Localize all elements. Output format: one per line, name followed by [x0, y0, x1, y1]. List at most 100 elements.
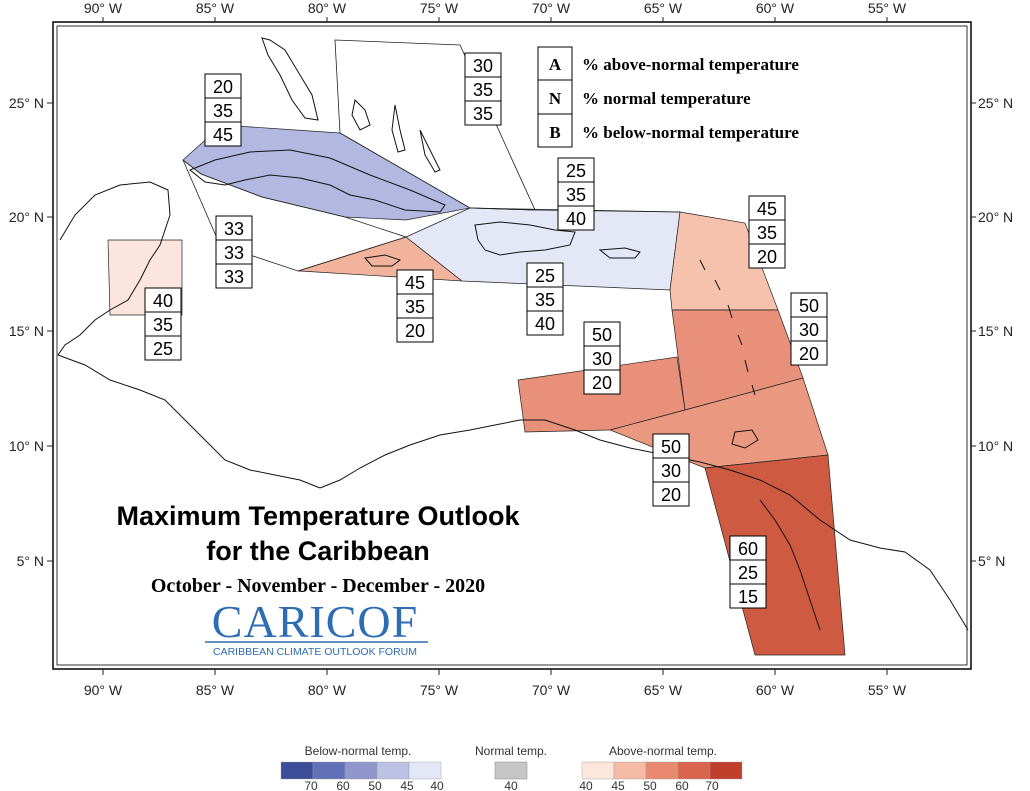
coast-south-america — [319, 419, 969, 631]
prob-box-frame — [748, 195, 786, 269]
prob-box-trinidad: 50 30 20 — [652, 433, 690, 507]
prob-normal: 30 — [592, 349, 612, 369]
prob-above: 45 — [405, 273, 425, 293]
prob-above: 40 — [153, 291, 173, 311]
prob-above: 33 — [224, 219, 244, 239]
legend-below-swatch — [376, 761, 410, 780]
prob-below: 40 — [566, 209, 586, 229]
prob-box-frame — [583, 321, 621, 395]
prob-below: 15 — [738, 587, 758, 607]
lon-label: 75° W — [420, 682, 459, 698]
coast-bahamas-2 — [391, 104, 406, 153]
prob-box-frame — [204, 73, 242, 147]
legend-above-tick: 50 — [643, 779, 657, 791]
legend-normal-title: Normal temp. — [475, 744, 547, 758]
prob-box-frame — [557, 157, 595, 231]
lat-label: 25° N — [9, 95, 44, 111]
prob-box-abc: 50 30 20 — [583, 321, 621, 395]
prob-above: 60 — [738, 539, 758, 559]
legend-below-tick: 60 — [336, 779, 350, 791]
prob-normal: 35 — [213, 101, 233, 121]
prob-normal: 30 — [799, 320, 819, 340]
key-letter-a: A — [549, 55, 562, 74]
prob-normal: 35 — [535, 290, 555, 310]
prob-below: 20 — [405, 321, 425, 341]
legend-above-swatches — [581, 761, 743, 780]
prob-above: 25 — [566, 161, 586, 181]
prob-normal: 35 — [757, 223, 777, 243]
key-text-b: % below-normal temperature — [582, 123, 799, 142]
prob-box-guianas: 60 25 15 — [729, 535, 767, 609]
prob-normal: 25 — [738, 563, 758, 583]
coast-puertorico — [598, 247, 641, 259]
legend-above-title: Above-normal temp. — [609, 744, 717, 758]
key-text-a: % above-normal temperature — [582, 55, 799, 74]
map-inner-frame — [56, 25, 968, 666]
legend-below-tick: 45 — [400, 779, 414, 791]
prob-normal: 35 — [153, 315, 173, 335]
lon-label: 75° W — [420, 0, 459, 16]
coast-lesser-antilles — [699, 259, 756, 396]
coast-cuba — [189, 149, 446, 213]
prob-box-frame — [790, 292, 828, 366]
title-line-1: Maximum Temperature Outlook — [116, 501, 520, 531]
prob-box-turks-caicos: 25 35 40 — [557, 157, 595, 231]
prob-normal: 35 — [566, 185, 586, 205]
key-letter-b: B — [549, 123, 560, 142]
anb-key: A N B % above-normal temperature % norma… — [537, 46, 799, 148]
legend-normal-swatch — [494, 761, 528, 780]
prob-box-windward: 50 30 20 — [790, 292, 828, 366]
title-line-2: for the Caribbean — [206, 536, 430, 566]
lat-label: 25° N — [978, 95, 1013, 111]
legend-below-swatch — [408, 761, 442, 780]
legend-above-swatch — [613, 761, 647, 780]
caricof-logo: CARICOF CARIBBEAN CLIMATE OUTLOOK FORUM — [205, 596, 428, 658]
coast-guianas-river — [759, 499, 821, 631]
prob-below: 20 — [592, 373, 612, 393]
prob-box-frame — [652, 433, 690, 507]
prob-box-leeward: 45 35 20 — [748, 195, 786, 269]
lon-label: 60° W — [756, 682, 795, 698]
legend-below-tick: 40 — [430, 779, 444, 791]
prob-above: 20 — [213, 77, 233, 97]
prob-normal: 33 — [224, 243, 244, 263]
coast-central-america — [57, 354, 321, 489]
legend-below-swatch — [344, 761, 378, 780]
key-letter-n: N — [549, 89, 562, 108]
legend-above-swatch — [581, 761, 615, 780]
legend-above-swatch — [645, 761, 679, 780]
prob-box-cayman: 33 33 33 — [215, 215, 253, 289]
coast-yucatan — [57, 181, 171, 356]
coast-trinidad — [731, 429, 759, 449]
lon-label: 70° W — [532, 682, 571, 698]
legend-above-swatch — [677, 761, 711, 780]
coast-hispaniola — [474, 221, 576, 256]
prob-normal: 30 — [661, 461, 681, 481]
legend-below-tick: 70 — [304, 779, 318, 791]
prob-below: 45 — [213, 125, 233, 145]
lat-labels-right: 25° N 20° N 15° N 10° N 5° N — [978, 95, 1013, 569]
lat-label: 10° N — [9, 438, 44, 454]
legend-above-tick: 40 — [579, 779, 593, 791]
legend-below-swatch — [312, 761, 346, 780]
coast-florida — [261, 37, 319, 121]
lat-label: 10° N — [978, 438, 1013, 454]
lat-label: 20° N — [978, 209, 1013, 225]
prob-normal: 35 — [473, 80, 493, 100]
prob-box-cuba: 20 35 45 — [204, 73, 242, 147]
prob-below: 20 — [799, 344, 819, 364]
title-backdrop — [60, 492, 550, 662]
legend-above-swatch — [709, 761, 743, 780]
prob-above: 30 — [473, 56, 493, 76]
prob-normal: 35 — [405, 297, 425, 317]
map-title: Maximum Temperature Outlook for the Cari… — [116, 501, 520, 597]
legend-above-tick: 45 — [611, 779, 625, 791]
prob-above: 50 — [799, 296, 819, 316]
prob-box-frame — [464, 52, 502, 126]
lon-label: 85° W — [196, 0, 235, 16]
lat-label: 15° N — [978, 323, 1013, 339]
prob-box-frame — [526, 262, 564, 336]
colour-legend: Below-normal temp. Normal temp. Above-no… — [280, 744, 743, 791]
prob-box-hispaniola: 25 35 40 — [526, 262, 564, 336]
lat-label: 5° N — [17, 553, 44, 569]
